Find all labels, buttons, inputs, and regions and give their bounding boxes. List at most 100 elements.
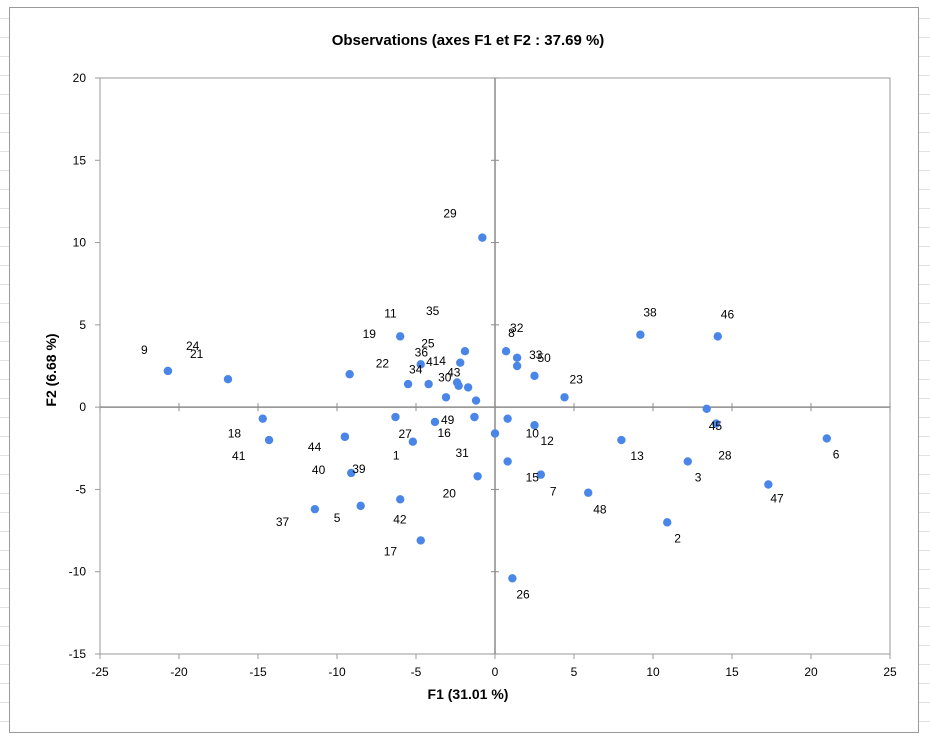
- point-label: 20: [443, 486, 457, 500]
- data-point: [258, 414, 267, 423]
- point-label: 42: [393, 512, 407, 526]
- point-label: 16: [437, 426, 451, 440]
- point-label: 12: [541, 434, 555, 448]
- data-point: [460, 346, 470, 356]
- data-point: [470, 412, 479, 422]
- y-axis-title: F2 (6.68 %): [43, 333, 59, 406]
- y-tick-label: -15: [69, 647, 87, 661]
- data-point: [310, 504, 320, 514]
- point-label: 21: [190, 347, 204, 361]
- data-point: [663, 518, 672, 527]
- data-point: [223, 374, 233, 384]
- point-label: 45: [709, 419, 723, 433]
- y-tick-label: 0: [79, 400, 86, 414]
- x-tick-label: -10: [328, 665, 346, 679]
- point-label: 25: [421, 337, 435, 351]
- point-label: 35: [426, 304, 440, 318]
- point-label: 23: [570, 372, 584, 386]
- data-point: [264, 435, 274, 445]
- data-point: [340, 432, 350, 441]
- data-point: [408, 437, 418, 446]
- y-tick-label: -10: [69, 565, 87, 579]
- data-point: [416, 360, 425, 369]
- point-label: 27: [398, 427, 412, 441]
- point-label: 10: [526, 427, 540, 441]
- data-point: [424, 379, 433, 389]
- point-label: 44: [308, 440, 322, 454]
- x-tick-label: 20: [804, 665, 818, 679]
- data-point: [584, 488, 593, 497]
- point-label: 13: [630, 449, 644, 463]
- data-point: [396, 332, 405, 341]
- point-label: 43: [447, 365, 461, 379]
- point-label: 4: [426, 355, 433, 369]
- point-label: 49: [441, 413, 455, 427]
- data-point: [456, 358, 465, 367]
- y-tick-label: 10: [73, 236, 87, 250]
- data-point: [454, 381, 463, 390]
- x-tick-label: 0: [492, 665, 499, 679]
- data-point: [530, 371, 539, 381]
- data-point: [501, 346, 511, 356]
- scatter-chart[interactable]: Observations (axes F1 et F2 : 37.69 %) -…: [10, 8, 918, 732]
- data-point: [490, 429, 500, 438]
- point-label: 39: [352, 462, 366, 476]
- data-point: [512, 361, 522, 371]
- point-label: 18: [228, 427, 242, 441]
- point-label: 33: [529, 348, 543, 362]
- x-tick-labels: -25 -20 -15 -10 -5 0 5 10 15 20 25: [91, 654, 897, 679]
- data-point: [478, 233, 487, 242]
- data-point: [702, 404, 711, 413]
- data-point: [403, 379, 413, 389]
- data-point: [441, 393, 451, 402]
- data-point: [345, 370, 354, 379]
- y-tick-label: 15: [73, 153, 87, 167]
- chart-frame[interactable]: Observations (axes F1 et F2 : 37.69 %) -…: [9, 7, 919, 733]
- point-label: 14: [433, 354, 447, 368]
- y-tick-label: 5: [79, 318, 86, 332]
- data-point: [636, 330, 645, 339]
- point-label: 31: [455, 446, 469, 460]
- data-point: [764, 480, 773, 489]
- x-tick-label: -25: [91, 665, 109, 679]
- point-label: 5: [334, 511, 341, 525]
- point-label: 37: [276, 515, 290, 529]
- y-tick-label: 20: [73, 71, 87, 85]
- point-label: 50: [538, 351, 552, 365]
- data-point: [396, 495, 405, 504]
- point-label: 28: [718, 449, 732, 463]
- data-point: [473, 472, 482, 481]
- point-label: 47: [770, 491, 784, 505]
- point-label: 1: [393, 449, 400, 463]
- data-point: [512, 353, 522, 362]
- point-label: 7: [550, 485, 557, 499]
- point-label: 2: [674, 531, 681, 545]
- point-label: 30: [438, 370, 452, 384]
- point-label: 29: [443, 207, 457, 221]
- x-tick-label: -5: [411, 665, 422, 679]
- x-tick-label: 25: [883, 665, 897, 679]
- data-point: [391, 412, 400, 422]
- point-label: 24: [186, 339, 200, 353]
- x-axis-title: F1 (31.01 %): [428, 686, 509, 702]
- data-point: [822, 434, 831, 443]
- data-point: [560, 393, 569, 402]
- x-tick-label: -15: [249, 665, 267, 679]
- data-point: [713, 332, 722, 341]
- data-point: [416, 536, 425, 545]
- point-label: 38: [643, 306, 657, 320]
- data-points: [163, 233, 831, 583]
- y-zero-axis: [491, 77, 499, 655]
- x-tick-label: 5: [571, 665, 578, 679]
- data-point: [430, 417, 440, 427]
- data-point: [530, 421, 539, 430]
- data-point: [536, 470, 546, 479]
- data-point: [683, 457, 692, 466]
- x-tick-label: 10: [646, 665, 660, 679]
- point-label: 34: [409, 362, 423, 376]
- data-point: [712, 419, 721, 428]
- data-point: [463, 383, 473, 392]
- point-label: 15: [526, 470, 540, 484]
